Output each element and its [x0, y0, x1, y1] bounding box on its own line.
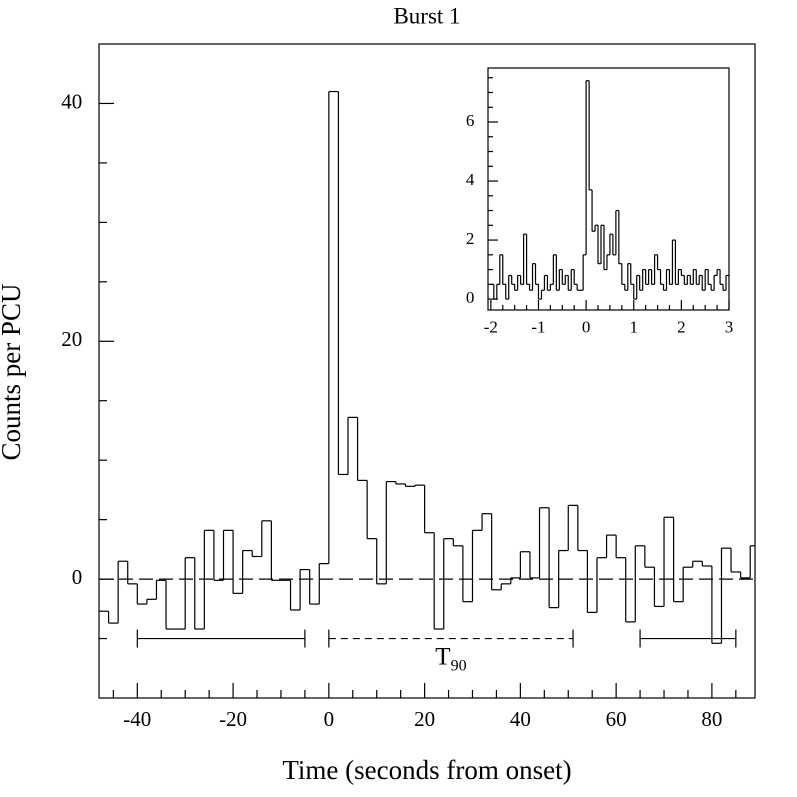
x-axis-label: Time (seconds from onset)	[282, 755, 571, 785]
x-tick-label: 0	[324, 707, 335, 731]
x-tick-label: 40	[510, 707, 531, 731]
x-tick-label: -20	[219, 707, 247, 731]
x-tick-label: -1	[531, 318, 545, 337]
plot-area	[490, 80, 729, 300]
plot-frame	[487, 67, 730, 311]
y-tick-label: 20	[61, 327, 82, 351]
x-tick-label: 0	[582, 318, 591, 337]
y-tick-label: 0	[466, 288, 475, 307]
x-tick-label: 1	[629, 318, 638, 337]
chart-title: Burst 1	[393, 3, 460, 28]
x-tick-label: 3	[725, 318, 734, 337]
interval-label-main: T	[435, 643, 450, 670]
y-tick-label: 6	[466, 111, 475, 130]
y-tick-label: 4	[466, 170, 475, 189]
y-tick-label: 40	[61, 89, 82, 113]
x-tick-label: 80	[701, 707, 722, 731]
x-tick-label: 2	[677, 318, 686, 337]
x-tick-label: -40	[123, 707, 151, 731]
plot-area	[99, 90, 755, 644]
interval-label-sub: 90	[451, 657, 467, 674]
y-tick-label: 0	[72, 565, 83, 589]
interval-label: T90	[435, 643, 466, 674]
x-tick-label: 60	[606, 707, 627, 731]
x-tick-label: -2	[484, 318, 498, 337]
y-axis-label: Counts per PCU	[0, 283, 26, 460]
y-tick-label: 2	[466, 229, 475, 248]
x-tick-label: 20	[414, 707, 435, 731]
